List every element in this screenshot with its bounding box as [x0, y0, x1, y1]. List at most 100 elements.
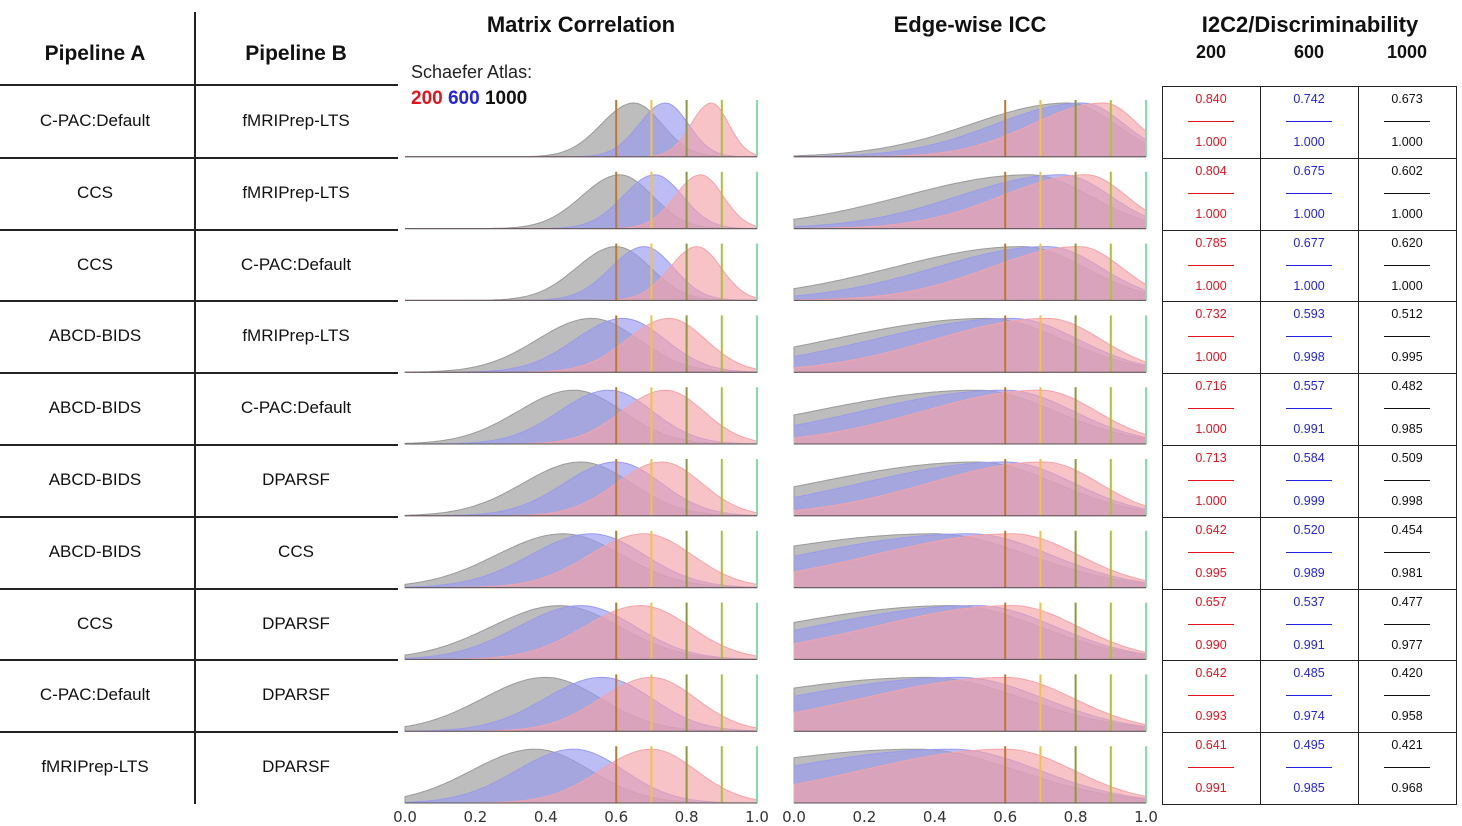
fraction-bar [1188, 408, 1234, 410]
icc-x-tick: 1.0 [1134, 808, 1158, 826]
discriminability-value: 0.991 [1293, 637, 1325, 652]
i2c2-cell [1162, 157, 1261, 231]
pipeline-a-cell: fMRIPrep-LTS [41, 757, 149, 777]
pipeline-b-cell: C-PAC:Default [240, 398, 352, 418]
i2c2-cell [1260, 732, 1359, 805]
fraction-bar [1188, 551, 1234, 553]
i2c2-value: 0.620 [1391, 235, 1423, 250]
legend-600: 600 [447, 88, 480, 109]
i2c2-value: 0.675 [1293, 163, 1325, 178]
i2c2-cell [1260, 86, 1359, 159]
i2c2-value: 0.641 [1195, 738, 1227, 753]
discriminability-value: 0.977 [1391, 637, 1423, 652]
fraction-bar [1286, 192, 1332, 194]
i2c2-value: 0.642 [1195, 666, 1227, 681]
fraction-bar [1188, 192, 1234, 194]
discriminability-value: 0.989 [1293, 565, 1325, 580]
density-200 [793, 676, 1147, 732]
discriminability-value: 0.958 [1391, 709, 1423, 724]
fraction-bar [1384, 264, 1430, 266]
discriminability-value: 1.000 [1195, 494, 1227, 508]
i2c2-value: 0.584 [1293, 451, 1325, 465]
discriminability-value: 1.000 [1391, 135, 1423, 149]
pipeline-a-cell: CCS [77, 254, 113, 274]
discriminability-value: 0.993 [1195, 709, 1227, 724]
discriminability-value: 0.985 [1391, 422, 1423, 437]
i2c2-cell [1358, 588, 1457, 662]
i2c2-cell [1162, 732, 1261, 805]
pipeline-b-cell: DPARSF [262, 685, 330, 705]
pipeline-b-cell: fMRIPrep-LTS [242, 182, 350, 202]
discriminability-value: 0.991 [1293, 422, 1325, 437]
fraction-bar [1384, 623, 1430, 625]
i2c2-value: 0.840 [1195, 92, 1227, 106]
i2c2-value: 0.485 [1293, 666, 1325, 681]
matrix-x-tick: 0.0 [393, 808, 417, 826]
i2c2-value: 0.713 [1195, 451, 1227, 465]
row-rule [0, 587, 398, 590]
icc-x-tick: 0.4 [923, 808, 947, 826]
i2c2-cell [1358, 516, 1457, 590]
i2c2-value: 0.804 [1195, 163, 1227, 178]
fraction-bar [1384, 336, 1430, 338]
discriminability-value: 0.999 [1293, 494, 1325, 508]
i2c2-value: 0.495 [1293, 738, 1325, 753]
pipeline-b-cell: CCS [278, 541, 314, 561]
icc-x-tick: 0.8 [1064, 808, 1088, 826]
density-200 [793, 533, 1147, 589]
pipeline-a-cell: ABCD-BIDS [48, 541, 142, 561]
density-200 [793, 317, 1147, 373]
fraction-bar [1384, 408, 1430, 410]
i2c2-cell [1358, 445, 1457, 518]
density-200 [793, 174, 1147, 230]
discriminability-value: 0.998 [1293, 350, 1325, 365]
i2c2-value: 0.454 [1391, 522, 1423, 537]
icc-row-plot [793, 602, 1147, 660]
i2c2-cell [1162, 445, 1261, 518]
icc-row-plot [793, 315, 1147, 373]
pipeline-b-cell: fMRIPrep-LTS [242, 326, 350, 346]
fraction-bar [1286, 623, 1332, 625]
fraction-bar [1384, 767, 1430, 769]
discriminability-value: 0.968 [1391, 781, 1423, 796]
icc-row-plot [793, 746, 1147, 804]
atlas-label: Schaefer Atlas: [411, 62, 533, 82]
matrix-x-tick: 0.8 [675, 808, 699, 826]
discriminability-value: 1.000 [1195, 206, 1227, 221]
matrix-x-tick: 1.0 [745, 808, 769, 826]
fraction-bar [1384, 192, 1430, 194]
i2c2-value: 0.602 [1391, 163, 1423, 178]
fraction-bar [1286, 121, 1332, 122]
col-600-header: 600 [1293, 42, 1325, 62]
discriminability-value: 0.995 [1195, 565, 1227, 580]
row-rule [0, 515, 398, 518]
fraction-bar [1188, 336, 1234, 338]
i2c2-value: 0.785 [1195, 235, 1227, 250]
matrix-row-plot [405, 171, 758, 230]
pipeline-a-cell: ABCD-BIDS [48, 469, 142, 489]
fraction-bar [1286, 408, 1332, 410]
i2c2-cell [1358, 157, 1457, 231]
i2c2-value: 0.673 [1391, 92, 1423, 106]
discriminability-value: 1.000 [1195, 135, 1227, 149]
i2c2-value: 0.482 [1391, 379, 1423, 394]
i2c2-value: 0.420 [1391, 666, 1423, 681]
matrix-row-plot [404, 674, 758, 732]
header-rule [0, 84, 398, 86]
pipeline-a-cell: C-PAC:Default [39, 685, 151, 705]
discriminability-value: 0.981 [1391, 565, 1423, 580]
i2c2-cell [1358, 229, 1457, 303]
fraction-bar [1188, 264, 1234, 266]
pipeline-b-cell: DPARSF [262, 757, 330, 777]
i2c2-value: 0.512 [1391, 307, 1423, 322]
matrix-row-plot [404, 746, 758, 804]
fraction-bar [1384, 551, 1430, 553]
fraction-bar [1384, 695, 1430, 697]
row-rule [0, 156, 398, 159]
i2c2-cell [1260, 445, 1359, 518]
discriminability-value: 0.995 [1391, 350, 1423, 365]
fraction-bar [1188, 121, 1234, 122]
discriminability-value: 1.000 [1391, 206, 1423, 221]
density-200 [793, 748, 1147, 804]
fraction-bar [1286, 480, 1332, 481]
